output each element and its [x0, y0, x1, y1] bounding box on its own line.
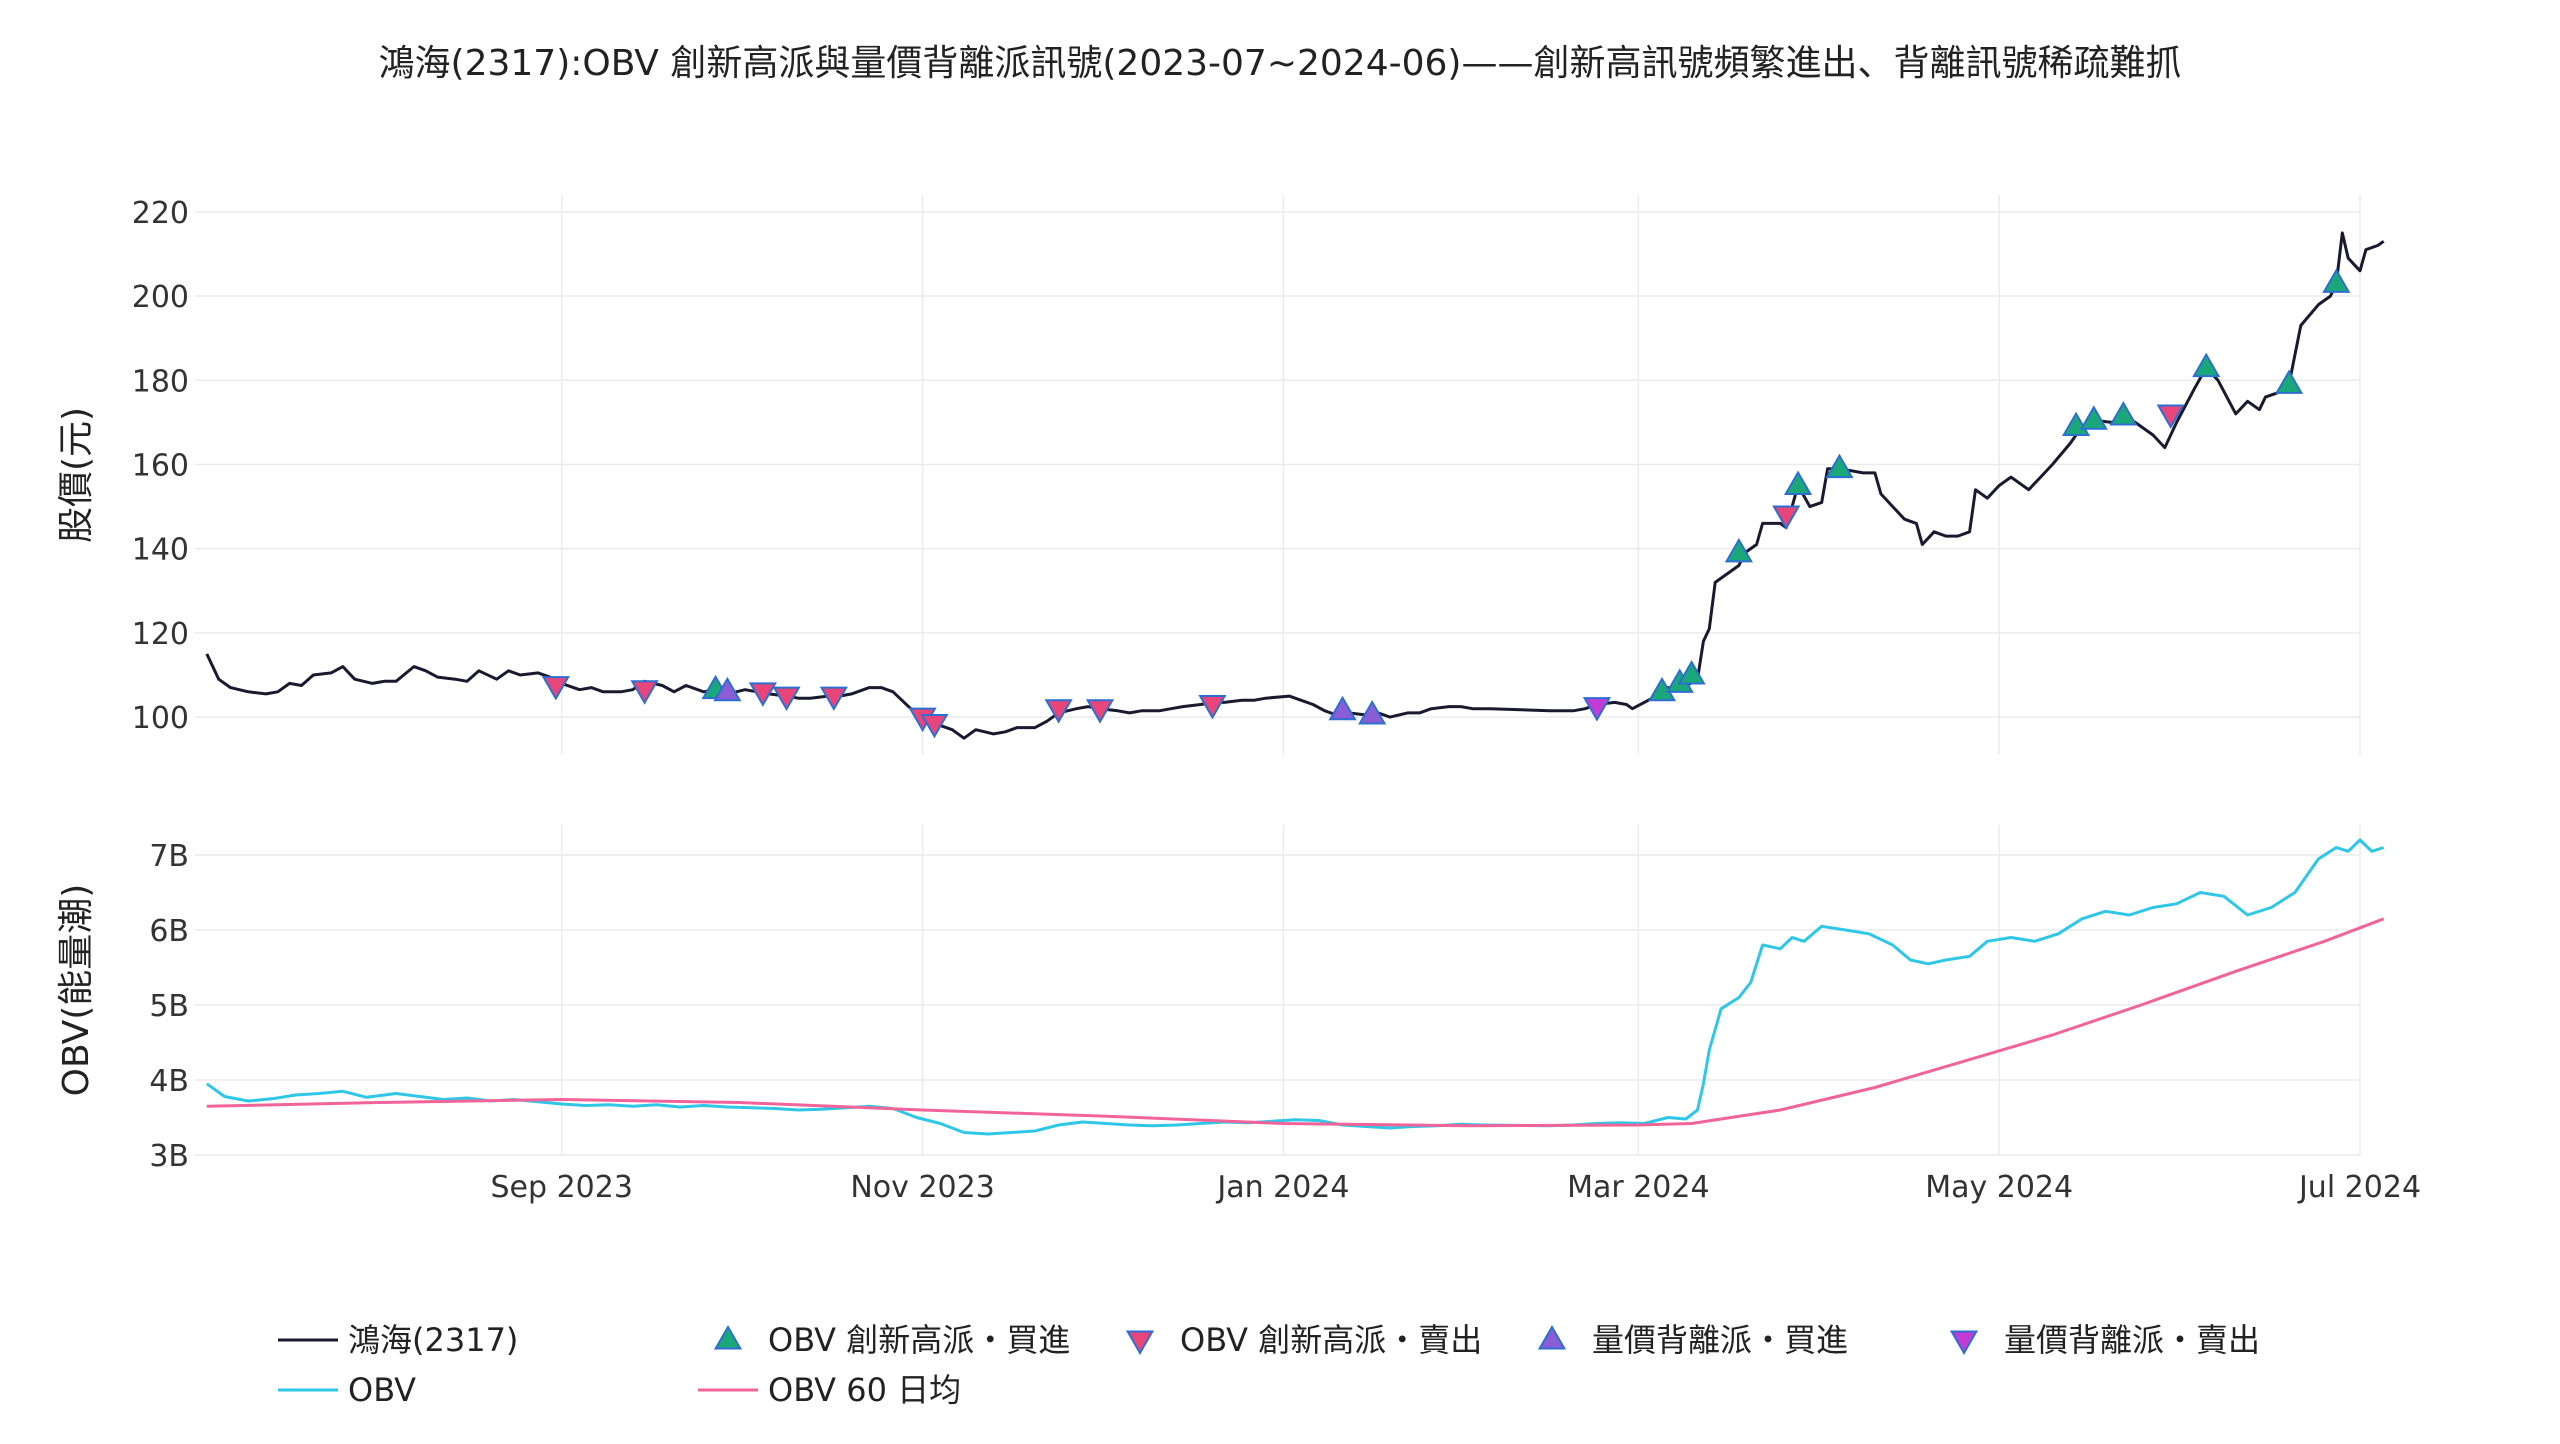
marker-triangle-down-1	[1044, 699, 1073, 724]
marker-triangle-down-1	[1198, 695, 1227, 720]
price-ytick-label: 220	[132, 196, 189, 231]
marker-triangle-down-1	[1772, 505, 1801, 531]
price-ytick-label: 180	[132, 364, 189, 399]
marker-triangle-down-1	[819, 686, 848, 712]
series-line-1	[205, 838, 2385, 1136]
legend-item[interactable]: OBV	[278, 1371, 416, 1409]
legend-label: 量價背離派・賣出	[2004, 1321, 2260, 1359]
marker-triangle-up-0	[2322, 268, 2351, 293]
marker-triangle-up-2	[1328, 695, 1357, 721]
marker-triangle-up-0	[2274, 369, 2304, 394]
obv-ytick-label: 7B	[149, 839, 189, 874]
marker-triangle-up-2	[713, 676, 742, 702]
marker-triangle-down-1	[748, 682, 777, 707]
marker-triangle-up-0	[1677, 659, 1706, 685]
legend-item[interactable]: OBV 創新高派・買進	[713, 1321, 1071, 1359]
marker-triangle-up-0	[1724, 537, 1753, 563]
legend-swatch-marker	[1949, 1330, 1979, 1356]
legend-item[interactable]: OBV 60 日均	[698, 1371, 961, 1409]
price-ytick-label: 100	[132, 701, 189, 736]
legend-label: OBV 創新高派・賣出	[1180, 1321, 1482, 1359]
marker-triangle-up-2	[1358, 699, 1387, 725]
obv-ytick-label: 3B	[149, 1139, 189, 1174]
marker-triangle-down-1	[772, 686, 801, 712]
marker-triangle-down-1	[2156, 404, 2185, 429]
xtick-label: Nov 2023	[850, 1170, 994, 1205]
price-ytick-label: 160	[132, 448, 189, 483]
marker-triangle-up-0	[1783, 470, 1813, 495]
marker-triangle-down-3	[1582, 697, 1612, 722]
legend-label: 量價背離派・買進	[1592, 1321, 1848, 1359]
marker-triangle-up-0	[2079, 405, 2108, 430]
xtick-label: Jul 2024	[2297, 1170, 2421, 1205]
legend-label: 鴻海(2317)	[348, 1321, 518, 1359]
xtick-label: Sep 2023	[491, 1170, 633, 1205]
legend-item[interactable]: 量價背離派・賣出	[1949, 1321, 2260, 1359]
legend-swatch-marker	[1125, 1330, 1155, 1356]
axis-layer: 100 120 140 160 180 200 220 股價(元) 3B 4B 5B 6B 7B OBV(…	[56, 196, 2421, 1205]
marker-triangle-down-1	[920, 713, 949, 739]
marker-triangle-up-0	[2109, 401, 2138, 426]
legend-swatch-marker	[1537, 1324, 1567, 1350]
legend-swatch-marker	[713, 1324, 743, 1350]
grid-layer	[195, 195, 2361, 1156]
series-line-2	[206, 917, 2385, 1128]
marker-layer	[541, 268, 2351, 739]
legend-label: OBV 60 日均	[768, 1371, 961, 1409]
obv-ytick-label: 5B	[149, 989, 189, 1024]
legend-item[interactable]: OBV 創新高派・賣出	[1125, 1321, 1483, 1359]
marker-triangle-up-0	[2192, 352, 2221, 378]
legend-item[interactable]: 鴻海(2317)	[278, 1321, 518, 1359]
obv-ytick-label: 4B	[149, 1064, 189, 1099]
price-ytick-label: 200	[132, 280, 189, 315]
price-ytick-label: 120	[132, 617, 189, 652]
xtick-label: May 2024	[1925, 1170, 2073, 1205]
legend-label: OBV	[348, 1371, 416, 1409]
xtick-label: Jan 2024	[1215, 1170, 1349, 1205]
marker-triangle-down-1	[541, 676, 570, 701]
obv-ytick-label: 6B	[149, 914, 189, 949]
obv-ylabel: OBV(能量潮)	[56, 884, 97, 1097]
legend-item[interactable]: 量價背離派・買進	[1537, 1321, 1848, 1359]
legend-label: OBV 創新高派・買進	[768, 1321, 1070, 1359]
marker-triangle-down-1	[1085, 699, 1115, 724]
price-ytick-label: 140	[132, 533, 189, 568]
legend: 鴻海(2317) OBV 創新高派・買進 OBV 創新高派・賣出 量價背離派・買進 量價…	[278, 1321, 2260, 1409]
price-ylabel: 股價(元)	[56, 407, 97, 543]
marker-triangle-up-0	[1825, 453, 1854, 479]
marker-triangle-down-1	[630, 680, 659, 705]
chart-title: 鴻海(2317):OBV 創新高派與量價背離派訊號(2023-07~2024-0…	[379, 43, 2182, 84]
xtick-label: Mar 2024	[1567, 1170, 1710, 1205]
